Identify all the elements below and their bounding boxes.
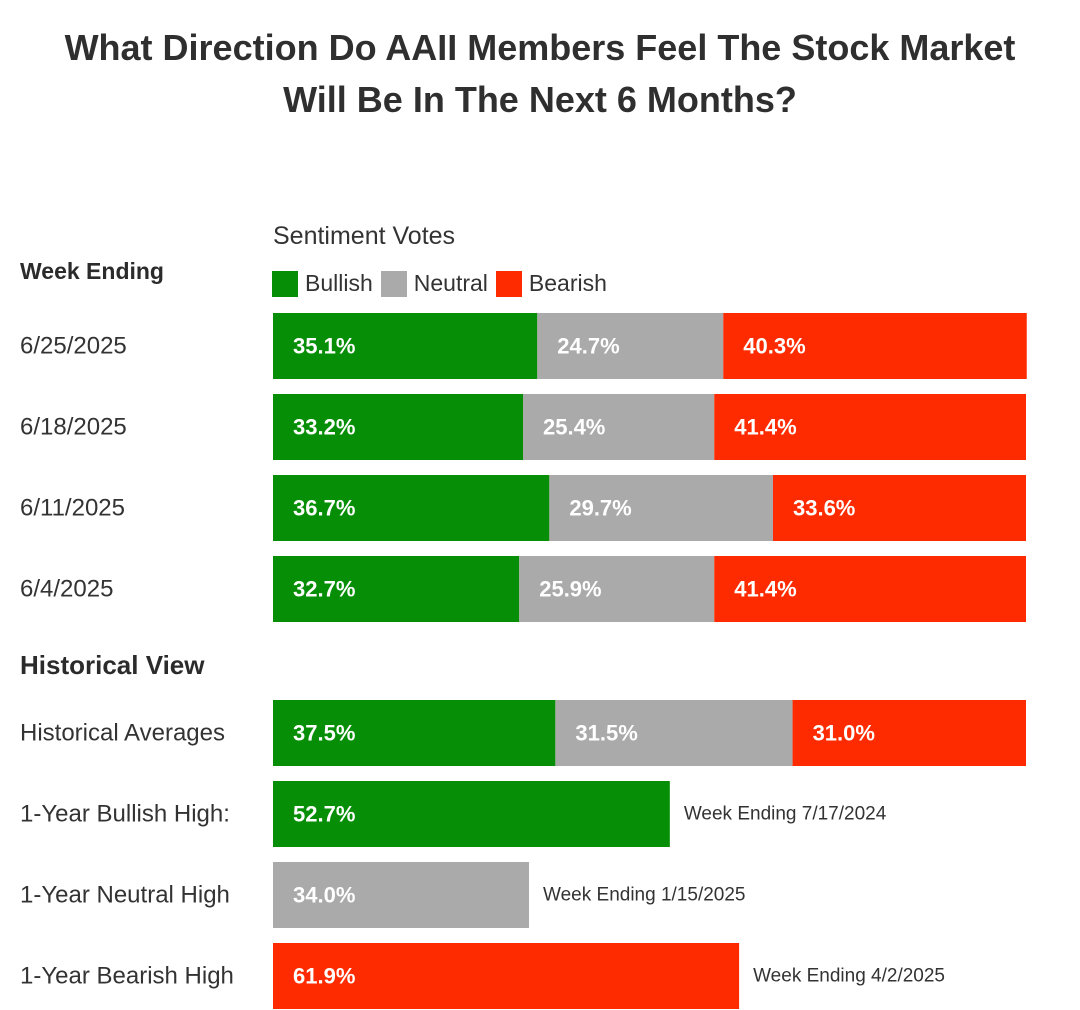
bar-bearish-6-4-2025 xyxy=(714,556,1026,622)
bar-neutral-historical-averages xyxy=(555,700,793,766)
chart-title-line-2: Will Be In The Next 6 Months? xyxy=(283,79,797,120)
value-label-neutral-6-18-2025: 25.4% xyxy=(543,415,605,440)
value-label-bearish-6-25-2025: 40.3% xyxy=(743,334,805,359)
bar-bearish-6-18-2025 xyxy=(714,394,1026,460)
category-label-6-4-2025: 6/4/2025 xyxy=(20,576,113,603)
legend-swatch-neutral xyxy=(380,270,407,297)
chart-subtitle: Sentiment Votes xyxy=(273,222,456,250)
value-label-bearish-6-18-2025: 41.4% xyxy=(734,415,796,440)
bar-bullish-6-11-2025 xyxy=(273,475,550,541)
category-label-1-year-bullish-high: 1-Year Bullish High: xyxy=(20,801,230,828)
value-label-bullish-6-25-2025: 35.1% xyxy=(293,334,355,359)
bar-neutral-6-18-2025 xyxy=(522,394,715,460)
chart-title: What Direction Do AAII Members Feel The … xyxy=(0,22,1080,126)
bar-neutral-6-11-2025 xyxy=(549,475,773,541)
week-ending-header: Week Ending xyxy=(20,258,164,284)
value-label-neutral-6-11-2025: 29.7% xyxy=(569,496,631,521)
category-label-1-year-neutral-high: 1-Year Neutral High xyxy=(20,882,230,909)
legend-swatch-bearish xyxy=(495,270,522,297)
category-label-1-year-bearish-high: 1-Year Bearish High xyxy=(20,963,234,990)
value-label-neutral-6-25-2025: 24.7% xyxy=(557,334,619,359)
bar-neutral-6-25-2025 xyxy=(537,313,724,379)
value-label-bullish-historical-averages: 37.5% xyxy=(293,721,355,746)
value-label-1-year-bullish-high: 52.7% xyxy=(293,802,355,827)
legend-label-bullish: Bullish xyxy=(305,270,373,296)
value-label-neutral-6-4-2025: 25.9% xyxy=(539,577,601,602)
historical-view-header: Historical View xyxy=(20,650,205,680)
value-label-bearish-6-4-2025: 41.4% xyxy=(734,577,796,602)
bar-1-year-bearish-high xyxy=(273,943,740,1009)
legend-label-neutral: Neutral xyxy=(413,270,488,296)
category-label-6-25-2025: 6/25/2025 xyxy=(20,333,127,360)
bar-1-year-neutral-high xyxy=(273,862,530,928)
bar-bearish-6-25-2025 xyxy=(723,313,1027,379)
note-label-1-year-bullish-high: Week Ending 7/17/2024 xyxy=(684,804,887,825)
legend-item-bullish: Bullish xyxy=(272,270,373,297)
value-label-neutral-historical-averages: 31.5% xyxy=(575,721,637,746)
bar-bearish-6-11-2025 xyxy=(772,475,1026,541)
bar-bullish-6-18-2025 xyxy=(273,394,523,460)
category-label-6-18-2025: 6/18/2025 xyxy=(20,414,127,441)
note-label-1-year-neutral-high: Week Ending 1/15/2025 xyxy=(543,885,745,906)
bar-bearish-historical-averages xyxy=(792,700,1026,766)
value-label-bullish-6-18-2025: 33.2% xyxy=(293,415,355,440)
value-label-bullish-6-4-2025: 32.7% xyxy=(293,577,355,602)
bar-neutral-6-4-2025 xyxy=(519,556,715,622)
bar-bullish-6-4-2025 xyxy=(273,556,520,622)
legend-swatch-bullish xyxy=(272,270,298,297)
category-label-6-11-2025: 6/11/2025 xyxy=(20,495,125,522)
category-label-historical-averages: Historical Averages xyxy=(20,720,225,747)
bar-1-year-bullish-high xyxy=(273,781,670,847)
value-label-1-year-bearish-high: 61.9% xyxy=(293,964,355,989)
value-label-bearish-6-11-2025: 33.6% xyxy=(793,496,855,521)
note-label-1-year-bearish-high: Week Ending 4/2/2025 xyxy=(753,966,945,987)
value-label-1-year-neutral-high: 34.0% xyxy=(293,883,355,908)
bar-bullish-6-25-2025 xyxy=(273,313,538,379)
legend-item-neutral: Neutral xyxy=(380,270,488,297)
legend-label-bearish: Bearish xyxy=(528,270,607,296)
legend-item-bearish: Bearish xyxy=(495,270,607,297)
bar-bullish-historical-averages xyxy=(273,700,556,766)
legend: Bullish Neutral Bearish xyxy=(272,270,615,297)
chart-title-line-1: What Direction Do AAII Members Feel The … xyxy=(64,27,1016,68)
value-label-bearish-historical-averages: 31.0% xyxy=(813,721,875,746)
value-label-bullish-6-11-2025: 36.7% xyxy=(293,496,355,521)
